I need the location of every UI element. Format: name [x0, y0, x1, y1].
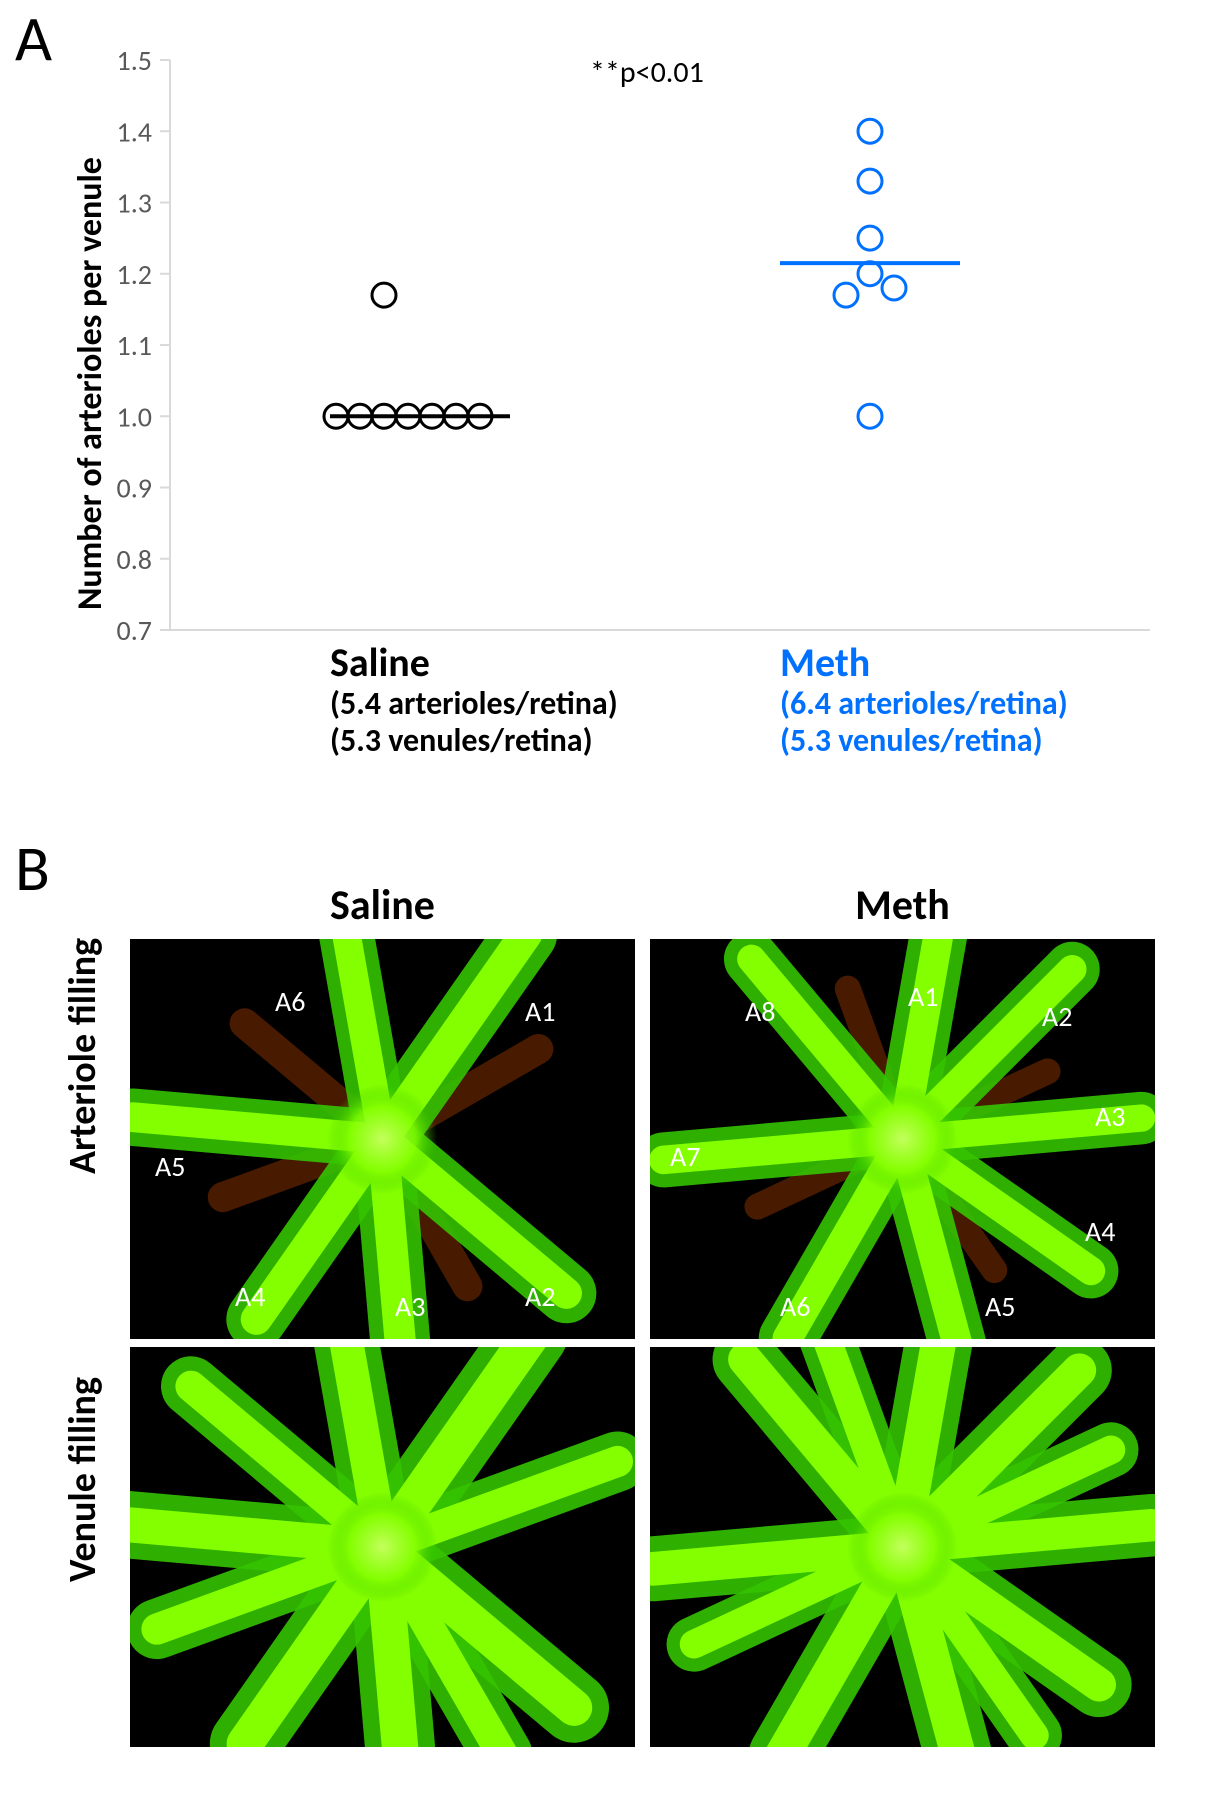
vessel-label: A1 [908, 979, 938, 1014]
x-label-saline: Saline (5.4 arterioles/retina) (5.3 venu… [330, 640, 618, 760]
column-titles-row: Saline Meth [60, 880, 1170, 931]
x-label-saline-main: Saline [330, 640, 618, 686]
vessel-label: A8 [745, 994, 775, 1029]
vessel-label: A6 [275, 984, 305, 1019]
figure: A **p<0.01 Number of arterioles per venu… [0, 0, 1211, 1800]
row-venule: Venule filling [60, 1347, 1170, 1747]
cell-saline-arteriole: A1 A2 A3 A4 A5 A6 [130, 939, 635, 1339]
vessel-label: A2 [1042, 999, 1072, 1034]
col-title-meth: Meth [650, 880, 1155, 931]
vessel-label: A1 [525, 994, 555, 1029]
svg-text:1.4: 1.4 [117, 114, 152, 149]
x-label-meth-sub1: (6.4 arterioles/retina) [780, 686, 1068, 723]
panel-b-label: B [15, 830, 50, 908]
row-label-venule: Venule filling [60, 1512, 130, 1582]
vessel-label: A3 [1095, 1099, 1125, 1134]
svg-text:0.7: 0.7 [117, 613, 152, 648]
cell-meth-venule [650, 1347, 1155, 1747]
x-label-meth-sub2: (5.3 venules/retina) [780, 723, 1068, 760]
vessel-label: A5 [985, 1289, 1015, 1324]
vessel-label: A3 [395, 1289, 425, 1324]
row-arteriole: Arteriole filling A1A2A3A4A5A6 A1A2A3A4A… [60, 939, 1170, 1339]
cell-meth-arteriole: A1 A2 A3 A4 A5 A6 A7 A8 [650, 939, 1155, 1339]
row-label-arteriole: Arteriole filling [60, 1104, 130, 1174]
vessel-label: A7 [670, 1139, 700, 1174]
x-label-saline-sub1: (5.4 arterioles/retina) [330, 686, 618, 723]
svg-text:1.0: 1.0 [117, 399, 152, 434]
image-grid: Saline Meth Arteriole filling A1 A2 A3 A4 A5… [60, 880, 1170, 1747]
svg-text:1.5: 1.5 [117, 43, 152, 78]
svg-text:0.9: 0.9 [117, 471, 152, 506]
vessel-label: A6 [780, 1289, 810, 1324]
svg-text:1.1: 1.1 [117, 328, 152, 363]
svg-text:1.2: 1.2 [117, 257, 152, 292]
row-label-spacer [60, 880, 130, 931]
panel-a-label: A [15, 0, 52, 78]
vessel-label: A5 [155, 1149, 185, 1184]
col-title-saline: Saline [130, 880, 635, 931]
x-label-meth: Meth (6.4 arterioles/retina) (5.3 venule… [780, 640, 1068, 760]
vessel-label: A4 [235, 1279, 265, 1314]
svg-text:1.3: 1.3 [117, 186, 152, 221]
vessel-label: A4 [1085, 1214, 1115, 1249]
vessel-label: A2 [525, 1279, 555, 1314]
cell-saline-venule [130, 1347, 635, 1747]
x-label-meth-main: Meth [780, 640, 1068, 686]
col-gap [635, 880, 650, 931]
x-label-saline-sub2: (5.3 venules/retina) [330, 723, 618, 760]
svg-text:0.8: 0.8 [117, 542, 152, 577]
